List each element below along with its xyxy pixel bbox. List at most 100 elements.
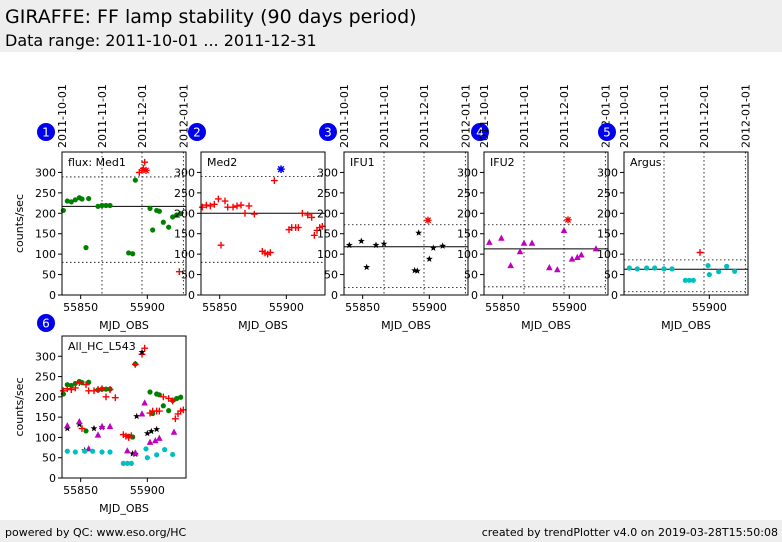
data-point	[578, 251, 585, 258]
data-point	[690, 277, 696, 283]
data-point	[592, 245, 600, 252]
data-point	[144, 455, 150, 461]
data-point	[75, 379, 83, 387]
data-point	[308, 213, 316, 221]
data-series	[64, 399, 178, 456]
data-point	[626, 265, 632, 271]
y-tick-label: 100	[457, 248, 478, 261]
data-point	[138, 410, 146, 417]
data-point	[214, 195, 222, 203]
data-point	[357, 237, 365, 244]
data-point	[68, 199, 74, 205]
chart-panel-3: 3 2011-10-01 2011-11-01 2011-12-01 2012-01-0…	[317, 84, 472, 332]
y-tick-label: 300	[35, 350, 56, 363]
date-label: 2011-11-01	[378, 84, 391, 148]
data-point	[143, 446, 149, 452]
data-point	[210, 200, 218, 208]
panel-title: Argus	[630, 156, 662, 169]
y-tick-label: 0	[49, 289, 56, 302]
footer-credit: powered by QC: www.eso.org/HC	[5, 526, 187, 539]
data-point	[150, 227, 156, 233]
x-tick-label: 55850	[63, 301, 98, 314]
axes-frame	[623, 151, 749, 296]
data-point	[166, 224, 172, 230]
data-point	[250, 210, 258, 218]
date-label: 2012-01-01	[739, 84, 752, 148]
date-label: 2011-10-01	[338, 84, 351, 148]
data-point	[294, 224, 302, 231]
data-point	[126, 250, 132, 256]
data-point	[146, 438, 154, 445]
footer-created-by: created by trendPlotter v4.0 on 2019-03-…	[481, 526, 778, 539]
data-point	[732, 268, 738, 274]
y-tick-label: 200	[457, 207, 478, 220]
data-point	[705, 262, 711, 269]
panel-number-badge	[471, 123, 489, 141]
data-series	[64, 446, 176, 466]
y-tick-label: 0	[471, 289, 478, 302]
data-point	[221, 197, 229, 205]
data-point	[564, 216, 572, 224]
data-series	[142, 166, 150, 174]
data-point	[415, 229, 423, 236]
y-axis-label: counts/sec	[13, 377, 26, 436]
data-point	[133, 412, 141, 420]
data-point	[63, 385, 71, 393]
axes-frame	[61, 335, 187, 479]
data-point	[107, 202, 113, 209]
data-series	[277, 165, 285, 173]
date-label: 2011-12-01	[136, 84, 149, 148]
data-point	[127, 432, 135, 440]
data-point	[147, 205, 153, 211]
data-point	[217, 241, 225, 249]
data-point	[310, 231, 318, 239]
data-point	[154, 452, 160, 458]
data-point	[174, 212, 180, 218]
chart-panel-2: 2 0 50 100 150 200 250 300 55850 55900 Med2 MJD_OBS	[174, 123, 326, 332]
date-label: 2011-12-01	[698, 84, 711, 148]
data-point	[147, 427, 155, 435]
data-point	[120, 460, 126, 466]
y-tick-label: 200	[35, 207, 56, 220]
data-point	[141, 158, 149, 166]
date-label: 2011-10-01	[478, 84, 491, 148]
date-label: 2011-11-01	[96, 84, 109, 148]
data-point	[171, 415, 179, 423]
panel-title: All_HC_L543	[68, 340, 136, 353]
x-axis-label: MJD_OBS	[661, 319, 711, 332]
data-series	[60, 177, 184, 257]
x-tick-label: 55850	[202, 301, 237, 314]
data-point	[106, 422, 114, 430]
y-tick-label: 0	[188, 289, 195, 302]
data-point	[67, 386, 75, 393]
data-point	[153, 425, 161, 433]
data-point	[95, 203, 101, 209]
y-tick-label: 300	[174, 166, 195, 179]
page-title: GIRAFFE: FF lamp stability (90 days peri…	[5, 6, 417, 28]
data-point	[143, 429, 151, 437]
data-point	[380, 240, 388, 247]
data-point	[156, 434, 163, 441]
data-point	[94, 386, 102, 393]
data-point	[78, 425, 86, 432]
data-point	[170, 451, 176, 458]
data-point	[162, 447, 168, 453]
data-point	[128, 460, 134, 466]
data-point	[652, 265, 658, 271]
x-tick-label: 55850	[485, 301, 520, 314]
panel-number-label: 3	[324, 126, 332, 140]
x-tick-label: 55900	[130, 301, 165, 314]
data-point	[644, 265, 650, 271]
chart-panel-5: 5 2011-10-01 2011-11-01 2011-12-01 2012-01-0…	[597, 84, 752, 332]
data-point	[94, 431, 102, 438]
data-point	[124, 460, 130, 466]
data-point	[159, 393, 167, 401]
data-point	[64, 422, 71, 429]
axes-frame	[61, 151, 187, 296]
data-point	[413, 267, 421, 274]
data-point	[90, 424, 98, 432]
x-tick-label: 55900	[552, 301, 587, 314]
data-point	[241, 209, 249, 217]
